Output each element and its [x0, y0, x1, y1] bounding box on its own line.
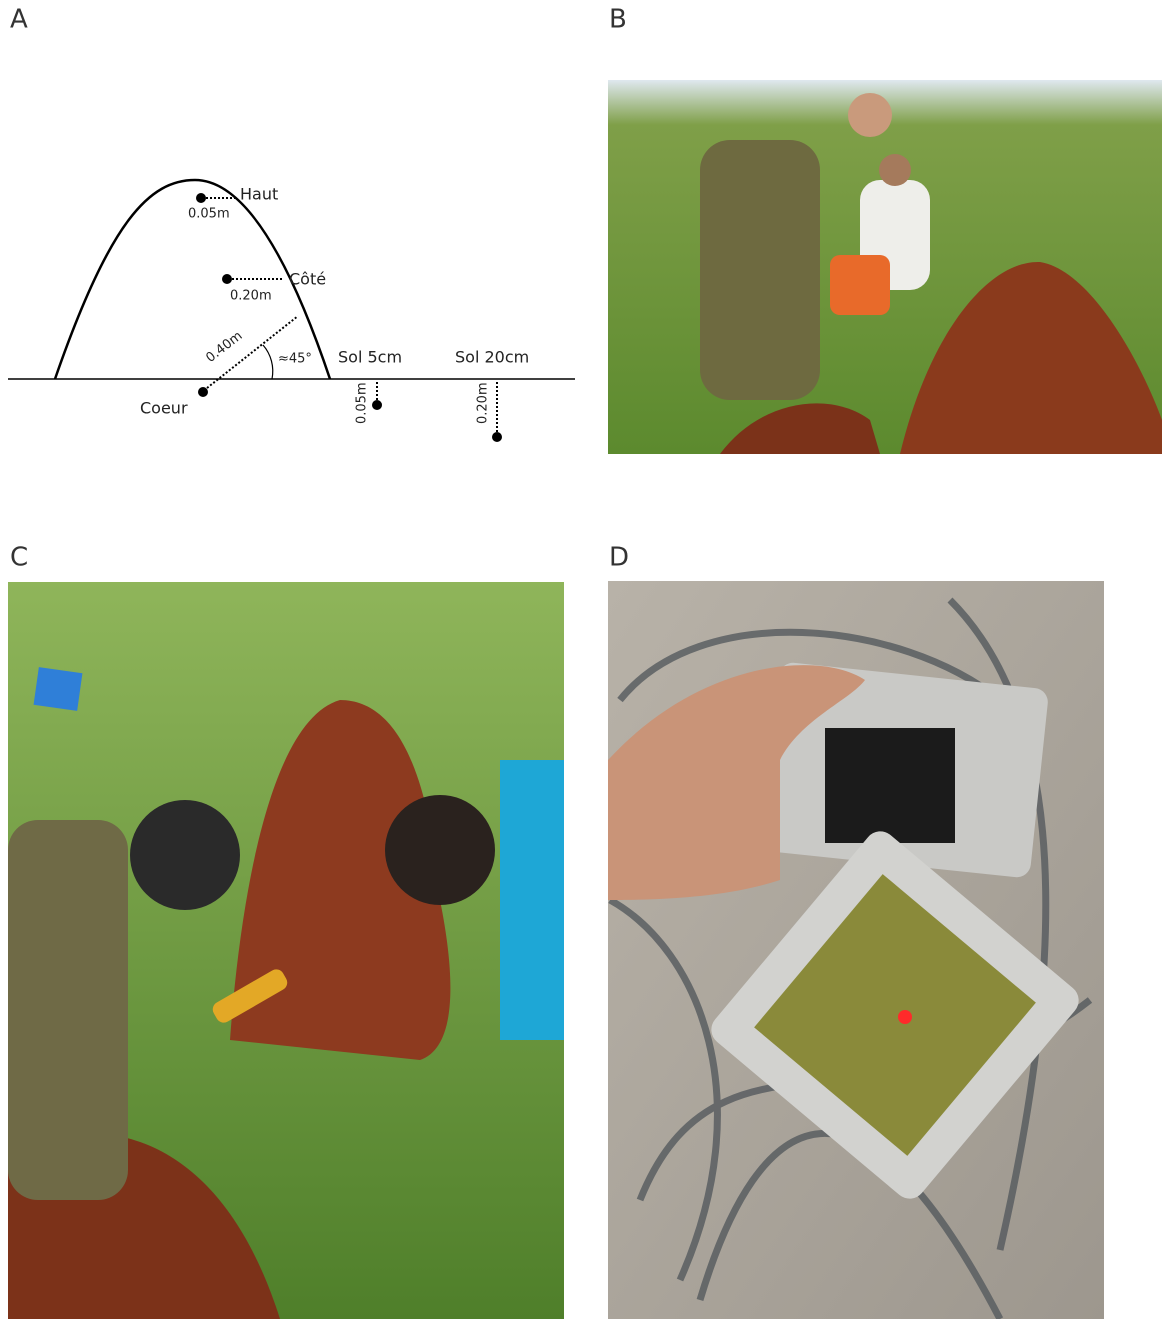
depth-label: 0.05m: [355, 382, 370, 424]
sensor-point: [198, 387, 208, 397]
sensor-point: [492, 432, 502, 442]
sensor-label: Sol 20cm: [455, 348, 529, 367]
panel-label: C: [10, 543, 28, 573]
photo-field: [608, 80, 1162, 454]
panel-label: D: [609, 543, 629, 573]
sensor-label: Côté: [289, 270, 326, 289]
sensor-label: Haut: [240, 185, 278, 204]
depth-label: 0.20m: [230, 289, 272, 304]
mound-diagram: Haut 0.05m Côté 0.20m 0.40m ≈45° Coeur S…: [8, 178, 575, 442]
panel-label: A: [10, 5, 28, 35]
depth-label: 0.40m: [203, 328, 245, 365]
sensor-point: [222, 274, 232, 284]
sensor-point: [372, 400, 382, 410]
panel-label: B: [609, 5, 627, 35]
depth-line: [206, 315, 299, 389]
photo-mound: [8, 582, 564, 1319]
sensor-label: Coeur: [140, 399, 188, 418]
photo-logger: [608, 581, 1104, 1319]
angle-label: ≈45°: [278, 352, 312, 367]
sensor-point: [196, 193, 206, 203]
depth-label: 0.05m: [188, 207, 230, 222]
angle-arc: [262, 344, 274, 380]
sensor-label: Sol 5cm: [338, 348, 402, 367]
mound-outline: [53, 178, 332, 380]
depth-label: 0.20m: [476, 382, 491, 424]
